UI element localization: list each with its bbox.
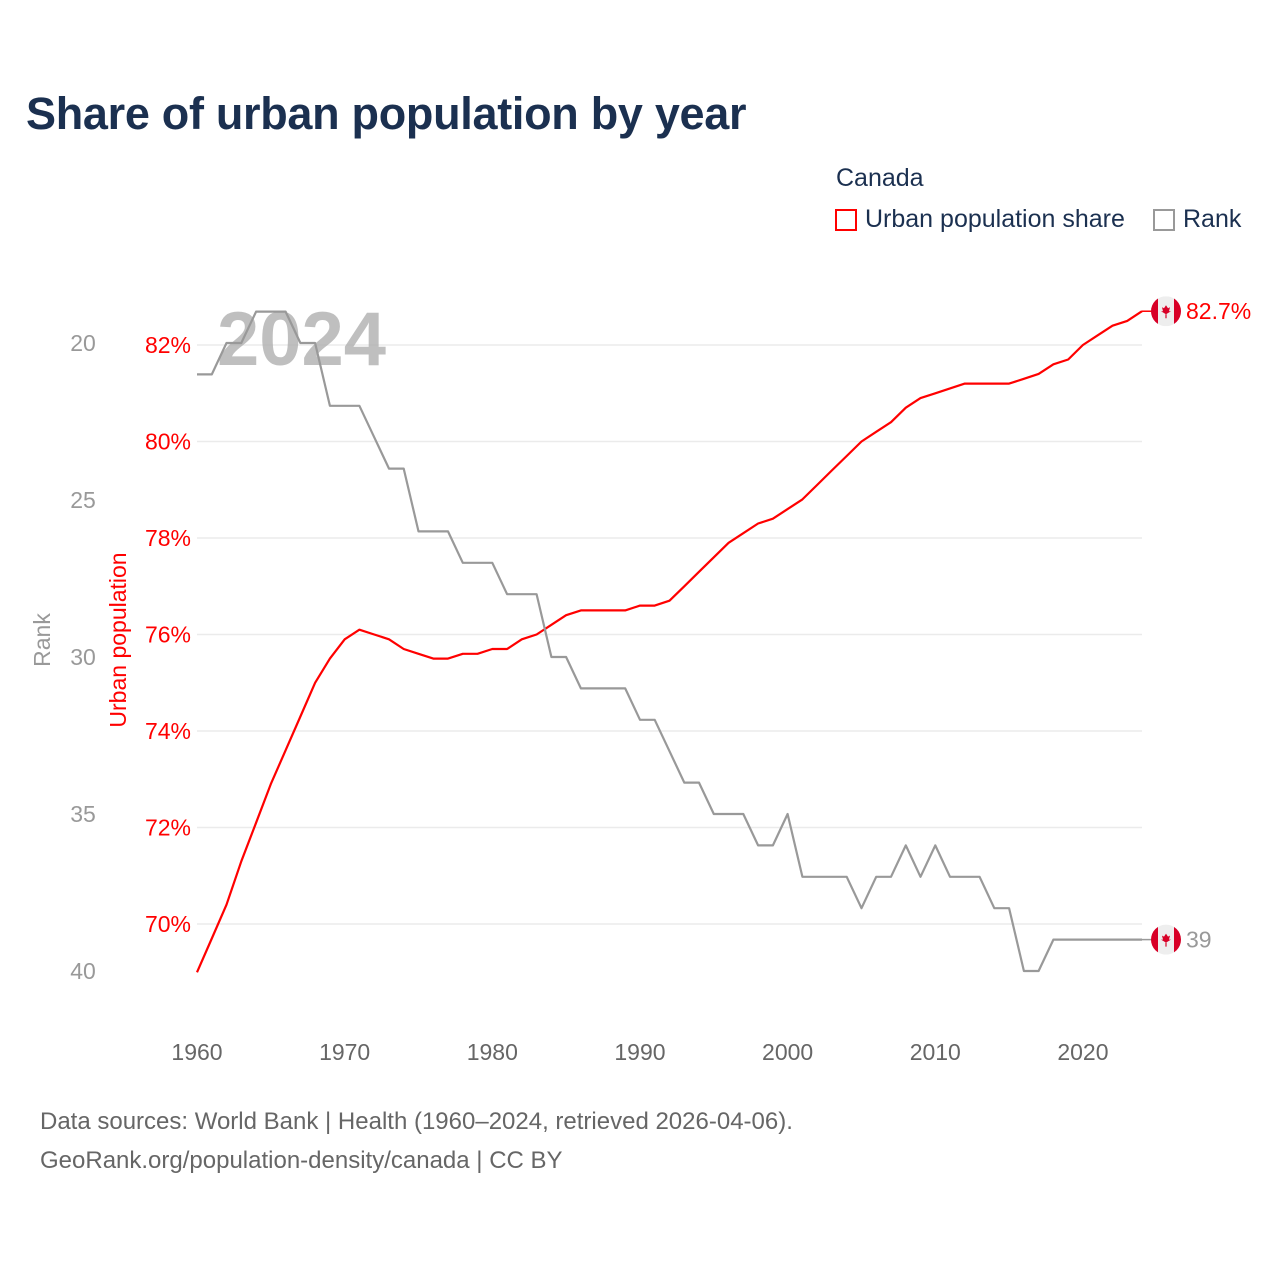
maple-leaf-icon bbox=[1161, 933, 1171, 947]
flag-body bbox=[1151, 296, 1181, 327]
flag-red-left bbox=[1151, 296, 1158, 327]
y-right-tick-label: 76% bbox=[145, 622, 191, 648]
canada-flag-icon bbox=[1151, 924, 1181, 955]
footer-sources: Data sources: World Bank | Health (1960–… bbox=[40, 1108, 793, 1135]
y-right-tick-label: 80% bbox=[145, 429, 191, 455]
flag-red-right bbox=[1174, 924, 1181, 955]
x-tick-label: 1960 bbox=[171, 1039, 222, 1065]
flag-red-left bbox=[1151, 924, 1158, 955]
chart-title: Share of urban population by year bbox=[26, 88, 747, 139]
x-tick-label: 2020 bbox=[1057, 1039, 1108, 1065]
legend-swatch-urban bbox=[835, 208, 857, 231]
legend-label-urban: Urban population share bbox=[865, 205, 1125, 233]
legend-title: Canada bbox=[836, 164, 924, 192]
canada-flag-icon bbox=[1151, 296, 1181, 327]
y-left-tick-label: 30 bbox=[70, 644, 96, 670]
footer-link[interactable]: GeoRank.org/population-density/canada | … bbox=[40, 1147, 563, 1174]
series-line-rank bbox=[197, 310, 1142, 973]
year-watermark: 2024 bbox=[217, 297, 386, 382]
end-value-label: 82.7% bbox=[1186, 298, 1251, 324]
y-right-tick-label: 70% bbox=[145, 911, 191, 937]
y-right-tick-label: 72% bbox=[145, 815, 191, 841]
x-tick-label: 1970 bbox=[319, 1039, 370, 1065]
y-right-tick-label: 78% bbox=[145, 525, 191, 551]
y-left-tick-label: 40 bbox=[70, 958, 96, 984]
x-tick-label: 2000 bbox=[762, 1039, 813, 1065]
y-right-axis-label: Urban population bbox=[105, 552, 131, 727]
y-right-tick-label: 82% bbox=[145, 332, 191, 358]
flag-red-right bbox=[1174, 296, 1181, 327]
y-left-tick-label: 25 bbox=[70, 487, 96, 513]
x-tick-label: 2010 bbox=[910, 1039, 961, 1065]
y-right-tick-label: 74% bbox=[145, 718, 191, 744]
flag-body bbox=[1151, 924, 1181, 955]
legend-item-rank[interactable]: Rank bbox=[1153, 205, 1241, 234]
maple-leaf-icon bbox=[1161, 305, 1171, 319]
legend-item-urban[interactable]: Urban population share bbox=[835, 205, 1125, 234]
x-tick-label: 1980 bbox=[467, 1039, 518, 1065]
y-left-tick-label: 20 bbox=[70, 330, 96, 356]
x-tick-label: 1990 bbox=[614, 1039, 665, 1065]
end-value-label: 39 bbox=[1186, 927, 1212, 953]
legend-label-rank: Rank bbox=[1183, 205, 1242, 233]
y-left-axis-label: Rank bbox=[29, 613, 55, 667]
series-line-urban bbox=[195, 310, 1143, 973]
y-left-tick-label: 35 bbox=[70, 801, 96, 827]
legend-swatch-rank bbox=[1153, 208, 1175, 231]
